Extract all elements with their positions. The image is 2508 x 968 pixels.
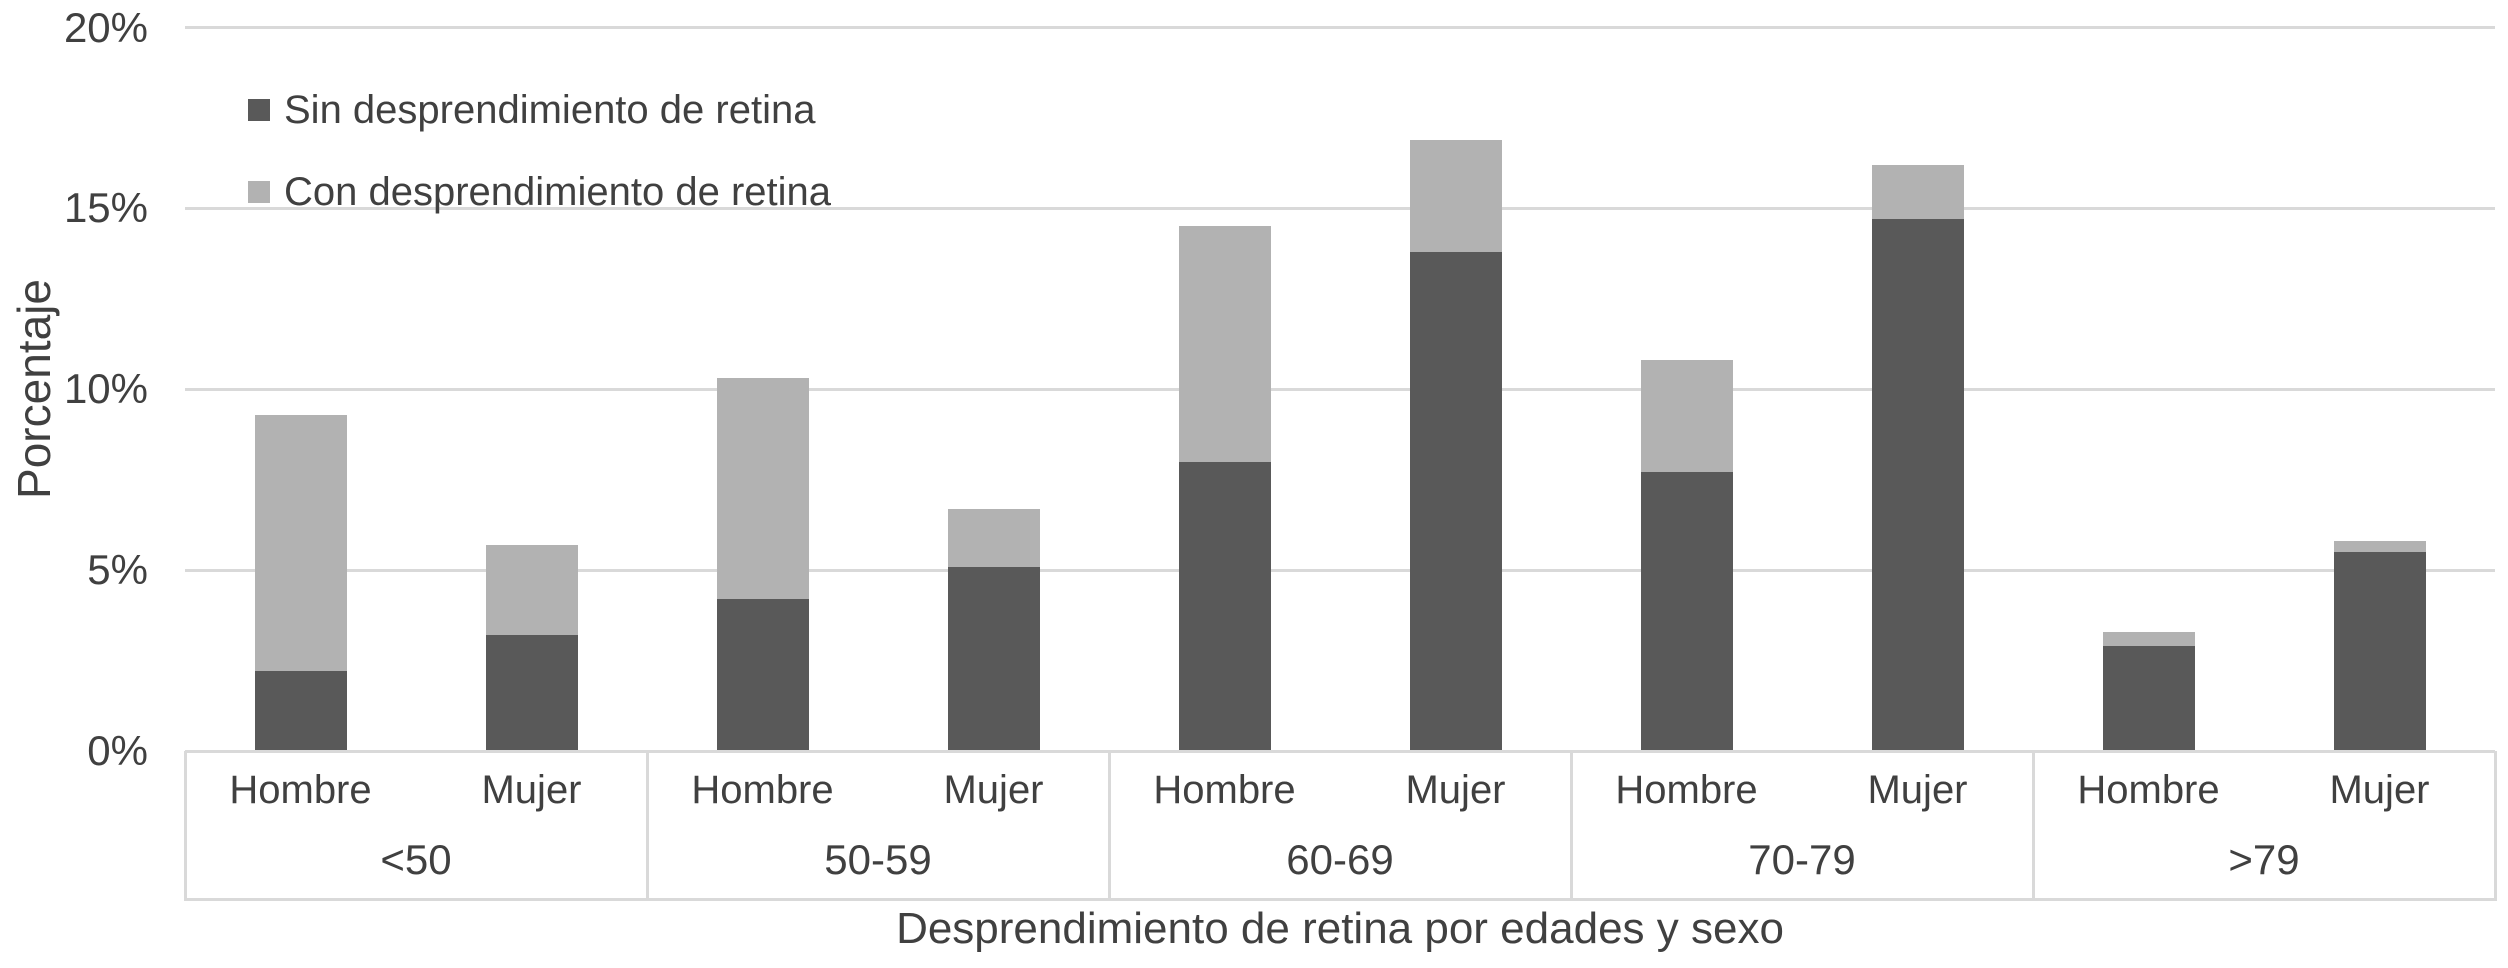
legend-swatch-sin-icon bbox=[248, 99, 270, 121]
x-axis-group-separator bbox=[1107, 751, 1111, 901]
x-label-sex: Hombre bbox=[691, 768, 834, 812]
bar-segment-con bbox=[254, 414, 347, 672]
gridline-20 bbox=[185, 26, 2495, 29]
x-label-group: >79 bbox=[2228, 836, 2300, 883]
x-axis-baseline bbox=[185, 749, 2495, 753]
legend-item-sin: Sin desprendimiento de retina bbox=[248, 85, 831, 135]
x-label-sex: Mujer bbox=[1405, 768, 1506, 812]
legend-label-sin: Sin desprendimiento de retina bbox=[284, 87, 816, 132]
bar-segment-con bbox=[1178, 226, 1271, 462]
bar-segment-sin bbox=[1871, 219, 1964, 751]
y-tick-label-20: 20% bbox=[63, 3, 148, 51]
bar-segment-sin bbox=[1178, 461, 1271, 751]
x-label-sex: Mujer bbox=[943, 768, 1044, 812]
bar-segment-sin bbox=[254, 671, 347, 751]
legend-label-con: Con desprendimiento de retina bbox=[284, 169, 832, 214]
y-tick-label-0: 0% bbox=[87, 727, 148, 774]
x-label-group: 60-69 bbox=[1286, 836, 1394, 883]
bar-segment-sin bbox=[947, 566, 1040, 751]
bar-segment-con bbox=[947, 508, 1040, 567]
x-label-sex: Hombre bbox=[2077, 768, 2220, 812]
bar-segment-con bbox=[716, 378, 809, 600]
bar-segment-con bbox=[2102, 631, 2195, 647]
x-label-sex: Hombre bbox=[229, 768, 372, 812]
bar-segment-con bbox=[1409, 139, 1502, 252]
bar-segment-sin bbox=[485, 635, 578, 751]
y-tick-label-10: 10% bbox=[63, 365, 148, 413]
bar-segment-sin bbox=[1409, 251, 1502, 751]
legend-swatch-con-icon bbox=[248, 181, 270, 203]
bar-segment-con bbox=[2333, 541, 2426, 553]
y-tick-label-5: 5% bbox=[87, 546, 148, 594]
x-axis-group-separator bbox=[1569, 751, 1573, 901]
x-label-sex: Hombre bbox=[1153, 768, 1296, 812]
bar-segment-con bbox=[485, 544, 578, 636]
x-label-sex: Mujer bbox=[1867, 768, 1968, 812]
x-axis-group-separator bbox=[645, 751, 649, 901]
x-label-group: 50-59 bbox=[824, 836, 932, 883]
y-tick-label-15: 15% bbox=[63, 184, 148, 232]
gridline-10 bbox=[185, 387, 2495, 391]
bar-segment-sin bbox=[1640, 472, 1733, 751]
bar-segment-sin bbox=[2333, 552, 2426, 751]
bar-segment-con bbox=[1871, 164, 1964, 220]
bar-segment-sin bbox=[716, 599, 809, 751]
x-axis-group-separator bbox=[2493, 751, 2497, 901]
x-label-group: 70-79 bbox=[1748, 836, 1856, 883]
gridline-15 bbox=[185, 206, 2495, 210]
x-axis-group-separator bbox=[183, 751, 187, 901]
x-axis-table-bottom-border bbox=[185, 898, 2495, 901]
bar-segment-sin bbox=[2102, 646, 2195, 751]
x-label-sex: Mujer bbox=[481, 768, 582, 812]
x-label-sex: Mujer bbox=[2329, 768, 2430, 812]
x-axis-title: Desprendimiento de retina por edades y s… bbox=[896, 904, 1784, 953]
x-axis-group-separator bbox=[2031, 751, 2035, 901]
x-label-sex: Hombre bbox=[1615, 768, 1758, 812]
x-label-group: <50 bbox=[380, 836, 452, 883]
legend-item-con: Con desprendimiento de retina bbox=[248, 167, 831, 217]
gridline-5 bbox=[185, 568, 2495, 572]
bar-segment-con bbox=[1640, 360, 1733, 473]
legend: Sin desprendimiento de retina Con despre… bbox=[248, 85, 831, 249]
